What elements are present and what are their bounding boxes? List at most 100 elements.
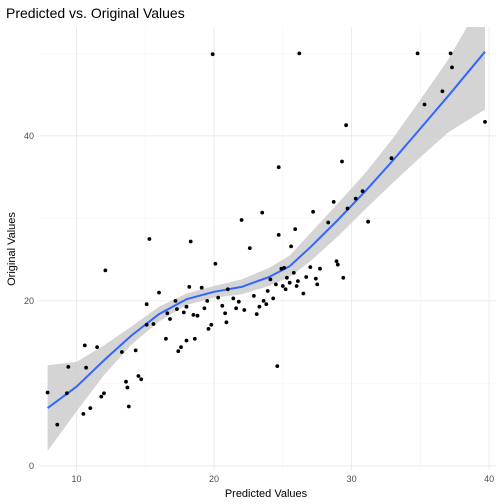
x-tick-label: 10 (72, 474, 82, 484)
data-point (88, 406, 93, 410)
data-point (345, 206, 350, 211)
data-point (187, 285, 192, 289)
data-point (311, 209, 315, 214)
data-point (139, 377, 144, 382)
data-point (274, 282, 278, 287)
data-point (282, 266, 287, 270)
chart-title: Predicted vs. Original Values (6, 5, 185, 21)
data-point (276, 233, 281, 237)
data-point (331, 200, 336, 204)
data-point (133, 348, 138, 353)
x-tick-label: 30 (347, 474, 357, 484)
data-point (308, 265, 313, 269)
y-axis-title: Original Values (6, 212, 18, 286)
data-point (315, 282, 320, 287)
x-tick-label: 20 (209, 474, 219, 484)
data-point (231, 296, 236, 301)
data-point (389, 156, 394, 161)
data-point (340, 159, 344, 164)
data-point (283, 287, 288, 292)
y-axis-ticks: 0 20 40 (24, 131, 34, 471)
data-point (65, 391, 69, 396)
data-point (483, 120, 487, 124)
data-point (242, 308, 247, 312)
y-tick-label: 0 (29, 461, 34, 471)
data-point (334, 259, 339, 264)
data-point (239, 218, 244, 222)
data-point (268, 277, 273, 282)
data-point (206, 327, 211, 331)
data-point (84, 365, 88, 370)
data-point (296, 279, 300, 283)
data-point (234, 306, 239, 311)
data-point (45, 390, 50, 395)
data-point (147, 237, 152, 241)
data-point (199, 285, 204, 290)
data-point (103, 268, 108, 273)
data-point (313, 276, 318, 281)
data-point (341, 275, 346, 280)
data-point (261, 299, 266, 303)
scatter-points (45, 51, 487, 427)
data-point (224, 320, 229, 325)
data-point (184, 338, 189, 343)
data-point (280, 284, 285, 288)
y-tick-label: 20 (24, 296, 34, 306)
data-point (276, 165, 281, 170)
data-point (164, 336, 168, 341)
data-point (165, 311, 170, 316)
data-point (184, 304, 189, 309)
data-point (81, 412, 86, 416)
data-point (181, 310, 186, 315)
data-point (252, 294, 256, 298)
data-point (125, 385, 130, 390)
data-point (304, 275, 309, 279)
data-point (144, 302, 149, 307)
data-point (82, 343, 87, 348)
data-point (254, 312, 259, 316)
data-point (291, 270, 296, 275)
data-point (151, 322, 156, 326)
data-point (326, 220, 331, 225)
data-point (216, 295, 221, 300)
data-point (257, 304, 262, 309)
data-point (213, 261, 218, 266)
data-point (168, 317, 172, 321)
data-point (55, 422, 60, 427)
data-point (209, 322, 214, 327)
data-point (265, 289, 270, 293)
data-point (236, 299, 241, 304)
data-point (335, 262, 340, 267)
data-point (448, 51, 453, 56)
data-point (366, 219, 370, 224)
data-point (415, 51, 420, 56)
data-point (275, 364, 280, 368)
data-point (260, 210, 265, 215)
x-tick-label: 40 (484, 474, 494, 484)
data-point (124, 379, 128, 384)
data-point (297, 51, 302, 56)
data-point (120, 350, 124, 354)
data-point (202, 306, 207, 311)
data-point (360, 189, 365, 194)
smooth-fit-line (47, 51, 486, 409)
data-point (144, 322, 149, 327)
x-axis-ticks: 10 20 30 40 (72, 474, 495, 484)
data-point (344, 123, 348, 128)
data-point (126, 404, 131, 409)
data-point (289, 244, 293, 249)
data-point (102, 391, 106, 396)
smooth-line-layer (47, 51, 486, 409)
data-point (450, 65, 454, 70)
data-point (136, 374, 141, 378)
data-point (220, 303, 225, 308)
data-point (285, 275, 289, 280)
data-point (99, 394, 104, 399)
y-tick-label: 40 (24, 131, 34, 141)
data-point (293, 227, 298, 232)
data-point (188, 239, 193, 244)
data-point (179, 345, 183, 349)
data-point (95, 345, 99, 349)
data-point (422, 102, 427, 107)
